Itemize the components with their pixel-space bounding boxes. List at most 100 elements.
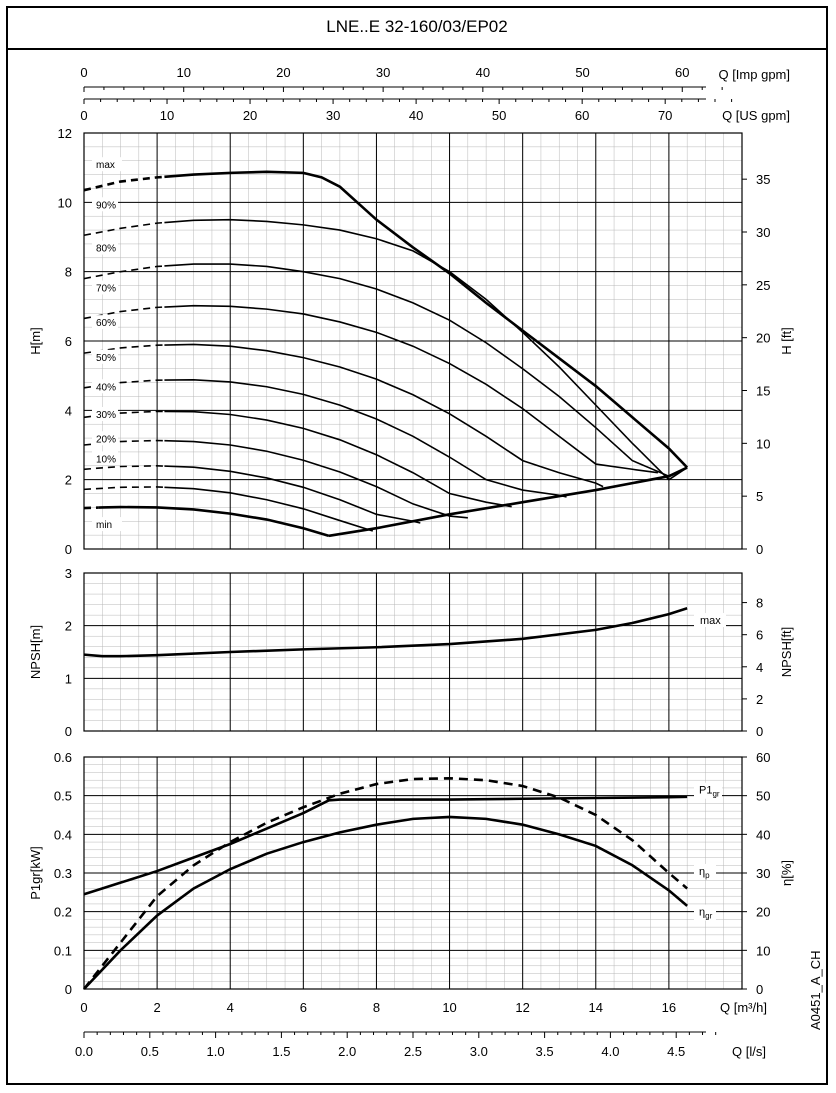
y-tick-label-left: 4 [65, 403, 72, 418]
bottom-axis-ls-label: 4.5 [667, 1044, 685, 1059]
bottom-axis-ls-label: 1.0 [207, 1044, 225, 1059]
y-tick-label-right: 8 [756, 596, 763, 611]
shared-axes: 0 10 20 30 40 50 60 Q [Imp gpm]0 10 20 30 40 50 60 70 Q… [75, 65, 790, 1059]
curve-label-bg [694, 904, 716, 921]
bottom-axis-ls-title: Q [l/s] [732, 1044, 766, 1059]
curve-label: min [96, 520, 112, 531]
head-curve-dashed [83, 221, 165, 237]
head-curve-dashed [83, 464, 165, 471]
head-curve-dashed [83, 175, 165, 192]
head-curve [98, 505, 330, 538]
curve-label-bg [92, 349, 118, 364]
top-axis-imp-label: 60 [675, 65, 689, 80]
curve-label-bg [694, 863, 716, 880]
bottom-axis-ls-label: 1.5 [272, 1044, 290, 1059]
head-curve [164, 304, 659, 474]
y-axis-title-right: H [ft] [779, 327, 794, 354]
top-axis-us-label: 50 [492, 108, 506, 123]
curve-label-bg [92, 240, 118, 255]
y-tick-label-left: 12 [58, 126, 72, 141]
y-tick-label-right: 0 [756, 724, 763, 739]
bottom-axis-ls-label: 3.5 [536, 1044, 554, 1059]
y-axis-title-left: NPSH[m] [28, 625, 43, 679]
top-axis-imp-label: 30 [376, 65, 390, 80]
y-tick-label-left: 0.3 [54, 866, 72, 881]
y-tick-label-right: 0 [756, 542, 763, 557]
y-tick-label-left: 2 [65, 619, 72, 634]
y-axis-title-left: P1gr[kW] [28, 846, 43, 899]
npsh-panel: 0 1 2 3 0 2 4 6 8 NPSH[m] NPSH[ft] max [28, 566, 794, 739]
y-tick-label-left: 0.4 [54, 827, 72, 842]
bottom-axis-ls-label: 0.5 [141, 1044, 159, 1059]
x-tick-label: 6 [300, 1000, 307, 1015]
y-tick-label-right: 10 [756, 436, 770, 451]
curve-label: 60% [96, 318, 116, 329]
top-axis-us-label: 0 [80, 108, 87, 123]
x-tick-label: 0 [80, 1000, 87, 1015]
bottom-axis-ls-label: 2.5 [404, 1044, 422, 1059]
x-tick-label: 10 [442, 1000, 456, 1015]
power-curve-label: ηgr [699, 907, 713, 921]
top-axis-imp-label: 40 [476, 65, 490, 80]
y-tick-label-left: 6 [65, 334, 72, 349]
curve-label: max [96, 160, 115, 171]
y-tick-label-left: 2 [65, 473, 72, 488]
y-tick-label-right: 35 [756, 172, 770, 187]
x-tick-label: 12 [515, 1000, 529, 1015]
head-curve [164, 170, 689, 469]
title-text: LNE..E 32-160/03/EP02 [326, 17, 508, 36]
y-tick-label-right: 25 [756, 278, 770, 293]
curve-label: 40% [96, 382, 116, 393]
y-tick-label-left: 10 [58, 195, 72, 210]
top-axis-us-label: 10 [160, 108, 174, 123]
curve-label-bg [92, 379, 118, 394]
y-tick-label-left: 0.2 [54, 905, 72, 920]
chart-frame [6, 6, 828, 1085]
x-tick-label: 16 [662, 1000, 676, 1015]
curve-label: 80% [96, 244, 116, 255]
curve-label-bg [92, 431, 118, 446]
y-tick-label-right: 60 [756, 750, 770, 765]
y-tick-label-right: 15 [756, 384, 770, 399]
top-axis-us-title: Q [US gpm] [722, 108, 790, 123]
head-curve [164, 263, 670, 477]
x-tick-label: 2 [153, 1000, 160, 1015]
y-tick-label-right: 6 [756, 628, 763, 643]
power-curve-label: P1gr [699, 785, 720, 799]
y-tick-label-right: 50 [756, 789, 770, 804]
curve-label: 10% [96, 454, 116, 465]
curve-label-bg [92, 157, 122, 172]
y-tick-label-left: 0 [65, 542, 72, 557]
power-curve [82, 776, 689, 990]
y-tick-label-right: 30 [756, 225, 770, 240]
y-tick-label-right: 30 [756, 866, 770, 881]
head-curve-dashed [83, 506, 99, 510]
curve-label-bg [92, 315, 118, 330]
x-tick-label: 4 [227, 1000, 234, 1015]
curve-label: 50% [96, 353, 116, 364]
top-axis-imp-label: 10 [176, 65, 190, 80]
top-axis-us-label: 30 [326, 108, 340, 123]
x-tick-label: 8 [373, 1000, 380, 1015]
power-curve-label: ηp [699, 866, 710, 880]
curve-label-bg [694, 782, 722, 799]
head-curve-dashed [83, 306, 165, 320]
y-tick-label-left: 0.6 [54, 750, 72, 765]
curve-label-bg [92, 451, 118, 466]
npsh-curve [83, 607, 688, 658]
bottom-axis-ls-label: 4.0 [601, 1044, 619, 1059]
curve-label: 70% [96, 283, 116, 294]
curve-label-bg [92, 407, 118, 421]
head-curve [164, 465, 421, 524]
y-tick-label-right: 4 [756, 660, 763, 675]
head-curve [164, 486, 374, 532]
y-tick-label-right: 5 [756, 489, 763, 504]
head-curve-envelope [328, 466, 688, 538]
bottom-axis-ls-label: 2.0 [338, 1044, 356, 1059]
y-tick-label-left: 0.1 [54, 943, 72, 958]
top-axis-us-label: 70 [658, 108, 672, 123]
head-curve [164, 439, 468, 519]
y-tick-label-right: 2 [756, 692, 763, 707]
head-curve-dashed [83, 486, 165, 491]
chart-title: LNE..E 32-160/03/EP02 [6, 6, 828, 50]
